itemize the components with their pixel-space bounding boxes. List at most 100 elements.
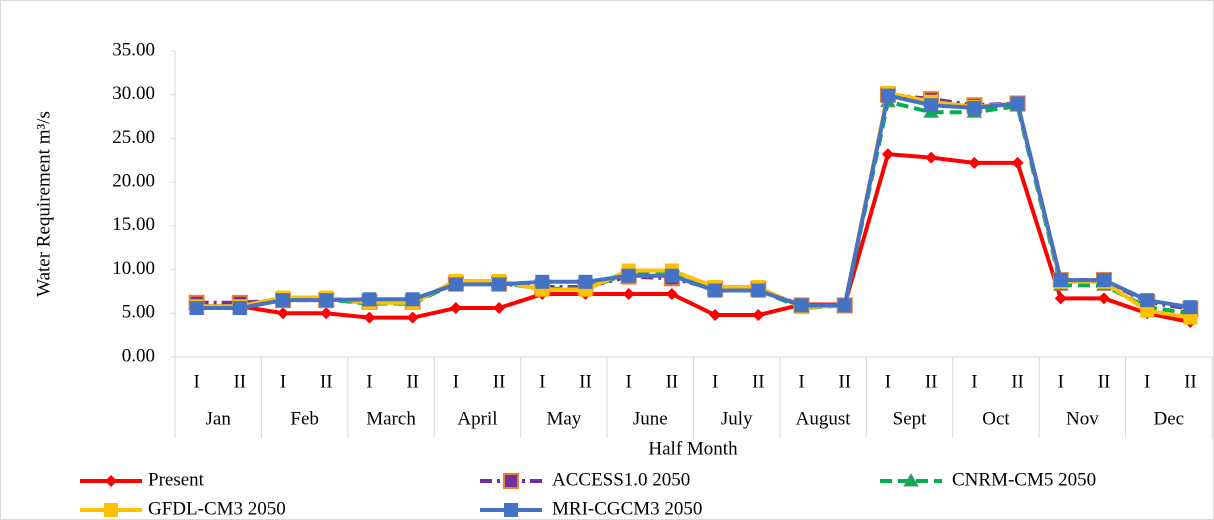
legend-marker xyxy=(104,503,118,517)
marker xyxy=(493,302,506,315)
legend-item: MRI-CGCM3 2050 xyxy=(480,498,702,519)
marker xyxy=(1053,273,1068,288)
series-line xyxy=(196,93,1191,311)
marker xyxy=(752,309,765,322)
marker xyxy=(492,277,507,292)
marker xyxy=(881,148,894,161)
x-tick-label: II xyxy=(666,371,679,392)
marker xyxy=(362,292,377,307)
legend-item: Present xyxy=(80,469,205,490)
x-tick-label: I xyxy=(280,371,286,392)
marker xyxy=(535,274,550,289)
legend-label: ACCESS1.0 2050 xyxy=(552,469,690,490)
x-tick-label: I xyxy=(971,371,977,392)
x-tick-label: II xyxy=(233,371,246,392)
x-tick-label: II xyxy=(1184,371,1197,392)
y-tick-label: 0.00 xyxy=(122,345,155,366)
marker xyxy=(1054,292,1067,305)
x-tick-label: II xyxy=(1011,371,1024,392)
marker xyxy=(880,88,895,103)
marker xyxy=(622,288,635,301)
month-label: Oct xyxy=(982,408,1010,429)
month-label: Feb xyxy=(290,408,319,429)
marker xyxy=(709,309,722,322)
marker xyxy=(363,311,376,324)
month-label: Sept xyxy=(893,408,928,429)
marker xyxy=(665,288,678,301)
x-tick-label: I xyxy=(1144,371,1150,392)
y-tick-label: 5.00 xyxy=(122,302,155,323)
x-tick-label: I xyxy=(798,371,804,392)
marker xyxy=(1096,273,1111,288)
x-tick-label: I xyxy=(712,371,718,392)
x-tick-label: II xyxy=(838,371,851,392)
x-tick-label: I xyxy=(453,371,459,392)
month-label: March xyxy=(366,408,416,429)
marker xyxy=(1097,292,1110,305)
legend-marker xyxy=(105,475,117,487)
marker xyxy=(1183,300,1198,315)
x-tick-label: II xyxy=(406,371,419,392)
series xyxy=(189,88,1198,316)
marker xyxy=(967,100,982,115)
marker xyxy=(320,307,333,320)
x-tick-label: II xyxy=(320,371,333,392)
month-label: Nov xyxy=(1066,408,1099,429)
month-label: July xyxy=(721,408,753,429)
marker xyxy=(968,156,981,169)
marker xyxy=(794,298,809,313)
marker xyxy=(751,283,766,298)
marker xyxy=(924,98,939,113)
legend-marker xyxy=(903,473,919,487)
x-tick-label: II xyxy=(925,371,938,392)
series-line xyxy=(196,152,1191,324)
y-tick-label: 15.00 xyxy=(112,214,155,235)
y-tick-label: 20.00 xyxy=(112,171,155,192)
marker xyxy=(319,293,334,308)
y-tick-label: 25.00 xyxy=(112,127,155,148)
x-tick-label: I xyxy=(366,371,372,392)
marker xyxy=(189,301,204,316)
marker xyxy=(232,301,247,316)
marker xyxy=(837,298,852,313)
legend-item: CNRM-CM5 2050 xyxy=(880,469,1096,490)
y-tick-label: 35.00 xyxy=(112,39,155,60)
x-tick-label: I xyxy=(626,371,632,392)
marker xyxy=(277,307,290,320)
x-tick-label: II xyxy=(579,371,592,392)
legend-marker xyxy=(504,503,518,517)
marker xyxy=(578,274,593,289)
legend-marker xyxy=(503,473,519,489)
month-label: May xyxy=(546,408,581,429)
legend-item: ACCESS1.0 2050 xyxy=(480,469,690,490)
legend-label: GFDL-CM3 2050 xyxy=(148,498,286,519)
x-tick-label: I xyxy=(885,371,891,392)
legend-label: Present xyxy=(148,469,205,490)
month-label: June xyxy=(633,408,668,429)
month-label: Dec xyxy=(1153,408,1184,429)
series xyxy=(189,85,1198,325)
marker xyxy=(1011,156,1024,169)
month-label: April xyxy=(457,408,497,429)
month-label: Jan xyxy=(206,408,232,429)
x-tick-label: II xyxy=(493,371,506,392)
marker xyxy=(621,268,636,283)
x-tick-label: I xyxy=(1058,371,1064,392)
marker xyxy=(1140,293,1155,308)
marker xyxy=(664,268,679,283)
marker xyxy=(276,293,291,308)
legend-label: CNRM-CM5 2050 xyxy=(952,469,1096,490)
month-label: August xyxy=(796,408,852,429)
y-tick-label: 10.00 xyxy=(112,258,155,279)
marker xyxy=(406,311,419,324)
marker xyxy=(708,283,723,298)
marker xyxy=(405,292,420,307)
marker xyxy=(448,277,463,292)
legend-label: MRI-CGCM3 2050 xyxy=(552,498,702,519)
x-axis-label: Half Month xyxy=(648,438,738,459)
marker xyxy=(925,151,938,164)
x-tick-label: I xyxy=(539,371,545,392)
marker xyxy=(1010,96,1025,111)
